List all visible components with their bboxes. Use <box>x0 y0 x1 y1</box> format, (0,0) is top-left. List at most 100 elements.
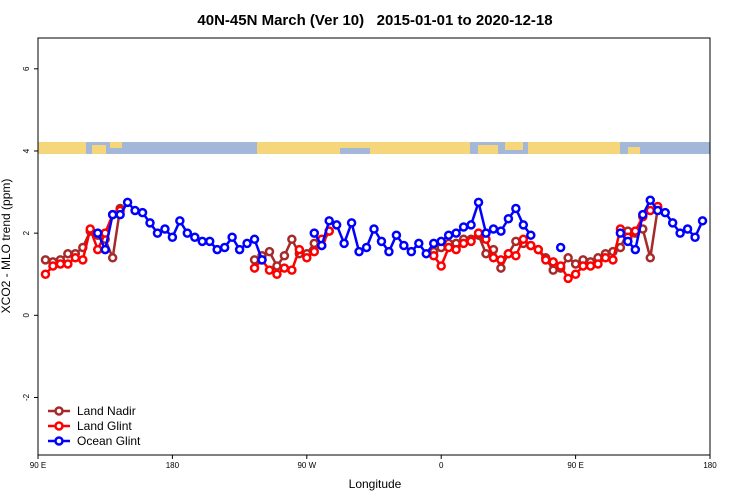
legend-marker <box>54 436 64 446</box>
point <box>667 218 678 228</box>
point <box>518 234 529 245</box>
point <box>212 244 222 255</box>
point <box>511 203 521 214</box>
chart-title: 40N-45N March (Ver 10) 2015-01-01 to 202… <box>197 12 552 29</box>
series-line <box>44 205 659 281</box>
point <box>354 246 364 257</box>
point <box>249 255 260 265</box>
point <box>548 257 558 267</box>
point <box>130 205 140 216</box>
point <box>204 236 215 247</box>
point <box>518 220 529 230</box>
point <box>645 195 656 206</box>
point <box>287 265 297 275</box>
point <box>406 246 417 257</box>
point <box>40 269 51 279</box>
point <box>608 255 618 265</box>
legend-marker <box>54 406 64 416</box>
legend-label: Land Nadir <box>77 404 136 418</box>
x-tick-label: 90 W <box>297 461 316 470</box>
point <box>339 238 349 249</box>
point <box>227 232 237 243</box>
point <box>219 242 230 253</box>
point <box>473 228 484 238</box>
x-axis-title: Longitude <box>349 477 402 491</box>
point <box>391 230 402 240</box>
x-tick-label: 90 E <box>567 461 583 470</box>
point <box>272 269 282 279</box>
point <box>540 255 551 265</box>
y-tick-label: 0 <box>22 313 31 318</box>
point <box>63 248 73 259</box>
x-tick-label: 180 <box>166 461 180 470</box>
y-tick-label: 4 <box>22 148 31 153</box>
point <box>137 207 148 218</box>
point <box>160 224 170 234</box>
y-tick-label: 6 <box>22 66 31 71</box>
point <box>294 244 305 255</box>
point <box>122 197 133 208</box>
point <box>682 224 693 234</box>
point <box>585 261 596 271</box>
plot-frame <box>37 37 711 456</box>
point <box>48 261 58 271</box>
point <box>555 261 566 271</box>
point <box>511 236 521 247</box>
point <box>264 246 275 257</box>
point <box>548 265 558 275</box>
point <box>100 244 110 255</box>
point <box>458 238 469 249</box>
point <box>115 209 125 220</box>
point <box>645 205 656 216</box>
point <box>182 228 193 238</box>
point <box>466 236 476 247</box>
point <box>346 218 357 228</box>
point <box>570 259 581 269</box>
point <box>436 236 446 247</box>
y-tick-label: -2 <box>22 393 31 401</box>
point <box>152 228 163 238</box>
point <box>428 250 439 261</box>
x-tick-label: 90 E <box>30 461 46 470</box>
point <box>488 253 499 263</box>
point <box>578 261 588 271</box>
point <box>287 234 297 245</box>
point <box>623 236 633 247</box>
point <box>451 244 461 255</box>
point <box>272 261 282 271</box>
point <box>466 220 476 230</box>
point <box>242 238 252 249</box>
point <box>645 253 656 263</box>
point <box>443 242 454 253</box>
point <box>309 246 320 257</box>
point <box>40 255 51 265</box>
point <box>264 265 275 275</box>
point <box>361 242 372 253</box>
point <box>92 228 103 238</box>
point <box>697 216 708 226</box>
point <box>451 228 461 238</box>
point <box>85 224 96 234</box>
point <box>107 253 118 263</box>
point <box>481 248 491 259</box>
point <box>197 236 208 247</box>
legend-label: Land Glint <box>77 419 132 433</box>
point <box>428 238 439 249</box>
point <box>615 228 626 238</box>
point <box>92 244 103 255</box>
point <box>511 250 521 261</box>
point <box>630 244 641 255</box>
point <box>331 220 342 230</box>
point <box>503 214 514 224</box>
point <box>279 263 290 273</box>
point <box>376 236 387 247</box>
point <box>555 242 566 253</box>
point <box>384 246 394 257</box>
point <box>652 205 663 216</box>
point <box>190 232 200 243</box>
point <box>496 263 506 273</box>
point <box>570 269 581 279</box>
point <box>675 228 685 238</box>
point <box>488 224 499 234</box>
